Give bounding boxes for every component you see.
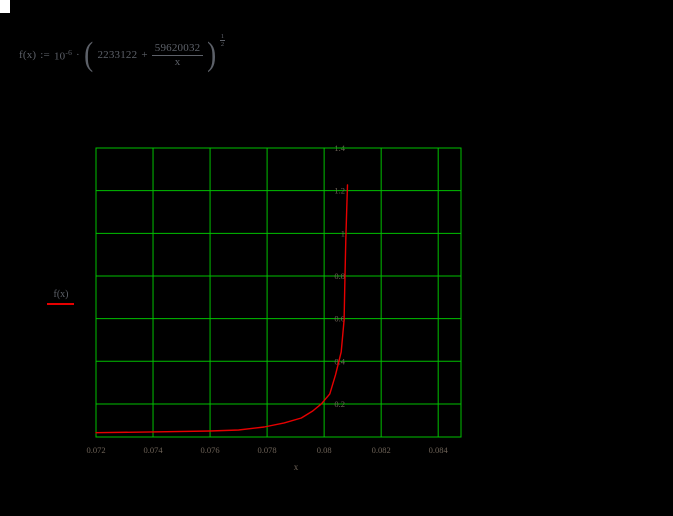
y-tick-label: 0.4: [334, 356, 345, 366]
close-paren: ): [207, 36, 217, 73]
x-tick-label: 0.074: [143, 445, 163, 455]
exponent-fraction: 1 2: [219, 32, 226, 48]
x-tick-label: 0.082: [372, 445, 391, 455]
fraction-numerator: 59620032: [151, 42, 204, 56]
y-axis-label: f(x): [53, 289, 69, 300]
y-tick-label: 0.8: [334, 271, 345, 281]
y-axis-legend: f(x): [44, 289, 78, 305]
formula-region[interactable]: f(x) := 10-6 · ( 2233122 + 59620032 x ) …: [17, 33, 227, 73]
assign-operator: :=: [40, 49, 50, 62]
power-term: 10-6: [53, 47, 73, 63]
x-tick-label: 0.072: [86, 445, 105, 455]
x-tick-label: 0.078: [258, 445, 277, 455]
x-tick-label: 0.08: [317, 445, 332, 455]
multiply-operator: ·: [76, 49, 80, 62]
y-tick-label: 1.2: [334, 186, 345, 196]
y-tick-label: 1: [341, 228, 345, 238]
y-tick-label: 0.2: [334, 399, 345, 409]
formula-lhs: f(x): [19, 49, 37, 62]
open-paren: (: [84, 36, 94, 73]
plus-operator: +: [141, 49, 148, 62]
plot-border: [95, 147, 462, 438]
x-axis-label: x: [293, 462, 299, 472]
cursor-block: [0, 0, 10, 13]
fraction-denominator: x: [174, 55, 181, 68]
x-tick-label: 0.076: [201, 445, 220, 455]
function-curve: [95, 184, 349, 434]
first-term: 2233122: [97, 49, 138, 62]
trace-legend-line: [47, 303, 74, 305]
y-tick-label: 0.6: [334, 314, 345, 324]
x-tick-label: 0.084: [429, 445, 449, 455]
fraction: 59620032 x: [151, 42, 204, 68]
